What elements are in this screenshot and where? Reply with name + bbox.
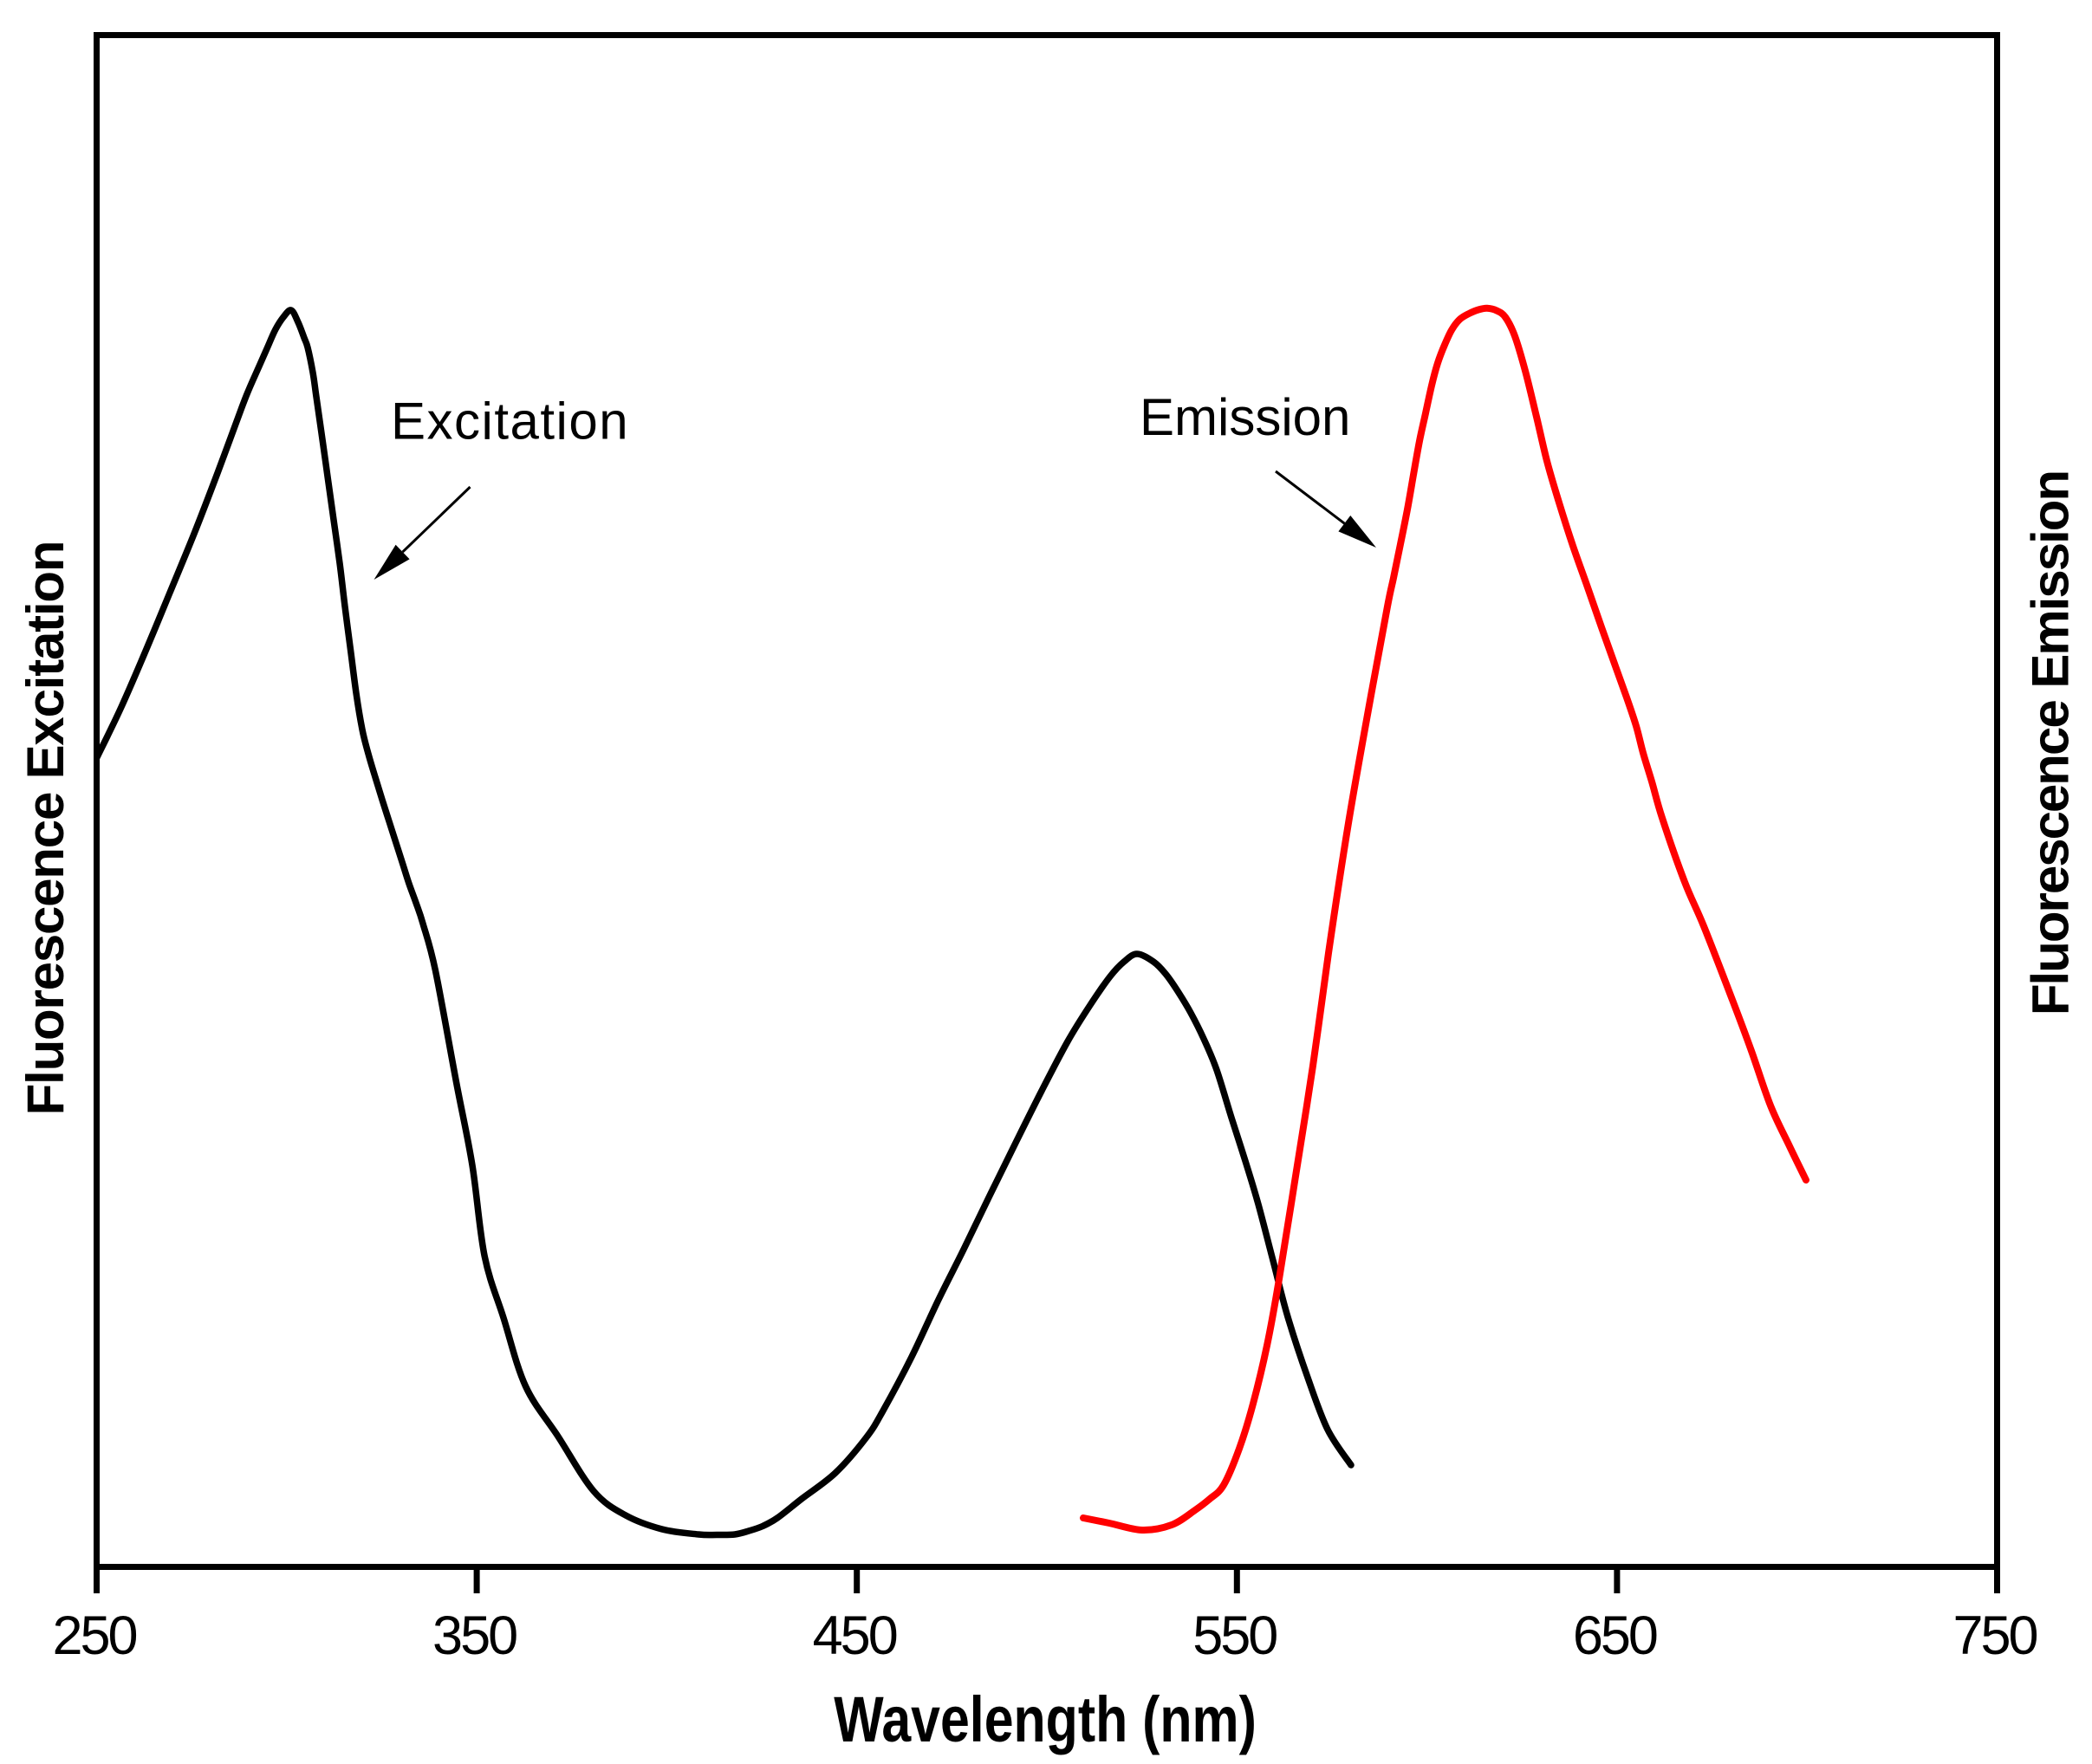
svg-text:350: 350	[432, 1605, 517, 1666]
svg-text:750: 750	[1952, 1605, 2037, 1666]
svg-text:450: 450	[813, 1605, 897, 1666]
svg-text:Emission: Emission	[1140, 388, 1350, 446]
svg-text:650: 650	[1573, 1605, 1657, 1666]
svg-text:Excitation: Excitation	[391, 392, 629, 451]
svg-text:Fluorescence Emission: Fluorescence Emission	[2022, 471, 2080, 1015]
svg-text:Wavelength (nm): Wavelength (nm)	[834, 1684, 1257, 1755]
svg-text:250: 250	[52, 1605, 136, 1666]
svg-text:Fluorescence Excitation: Fluorescence Excitation	[16, 542, 75, 1116]
svg-text:550: 550	[1192, 1605, 1277, 1666]
